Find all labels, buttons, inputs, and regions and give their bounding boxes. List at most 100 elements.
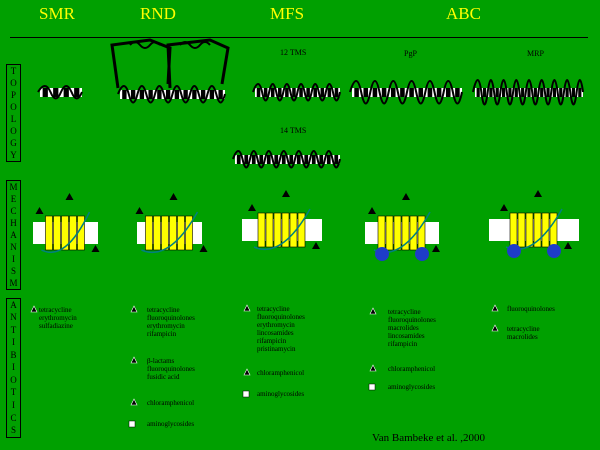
topology-pgp-helix-segment [418, 88, 424, 97]
bullet-triangle [243, 368, 251, 376]
mechanism-smr-helix [53, 215, 61, 251]
topology-rnd-helix-segment [122, 90, 127, 99]
topology-mfs-12tms-helix-segment [292, 88, 296, 97]
topology-rnd-helix-segment [157, 90, 162, 99]
mechanism-mrp-helix [509, 212, 518, 248]
topology-mrp-helix-segment [527, 88, 531, 97]
topology-mrp-helix-segment [533, 88, 537, 97]
topology-mfs-12tms-helix-segment [320, 88, 325, 97]
topology-mrp-backbone [472, 79, 584, 106]
family-mfs-title: MFS [270, 4, 305, 23]
topology-mrp-helix-segment [514, 88, 518, 97]
topology-mrp-helix-segment [546, 88, 550, 97]
mechanism-mrp-helix [525, 212, 534, 248]
row-label-letter: M [9, 181, 18, 192]
rnd-loop-detail [179, 41, 211, 49]
mechanism-rnd-substrate-marker [199, 245, 208, 252]
mechanism-smr-helix [69, 215, 77, 251]
citation-credit: Van Bambeke et al. ,2000 [372, 432, 486, 444]
topology-rnd-helix-segment [209, 90, 215, 99]
topology-mfs-12tms-helix-segment [306, 88, 310, 97]
row-label-letter: C [10, 412, 17, 423]
topology-rnd-helix-segment [200, 90, 206, 99]
topology-pgp-helix-segment [427, 88, 433, 97]
topology-smr-backbone [37, 85, 83, 100]
row-label-letter: I [12, 253, 15, 264]
row-label-letter: O [10, 77, 17, 88]
topology-pgp-helix-segment [363, 88, 369, 97]
row-label-letter: B [10, 349, 17, 360]
topology-mrp-helix-segment [578, 88, 582, 97]
bullet-triangle [243, 304, 251, 312]
mechanism-rnd-helix [185, 215, 193, 251]
mechanism-pgp-helix [393, 215, 402, 251]
mechanism-mfs-helix [265, 212, 274, 248]
mechanism-mfs-efflux-arrow [253, 208, 311, 251]
topology-mrp-helix-segment [482, 88, 487, 97]
rnd-loop-detail [129, 41, 161, 49]
topology-mfs-12tms-helix-segment [334, 88, 339, 97]
label-12-tms: 12 TMS [280, 48, 307, 57]
row-label-letter: N [10, 241, 17, 252]
topology-pgp-helix-segment [436, 88, 442, 97]
mechanism-rnd-helix [169, 215, 177, 251]
topology-mfs-14tms-helix-segment [311, 155, 316, 164]
topology-mfs-14tms-helix-segment [281, 155, 286, 164]
topology-mrp-helix-segment [489, 88, 493, 97]
topology-mfs-14tms-helix-segment [319, 155, 324, 164]
mechanism-smr-substrate-marker [65, 193, 74, 200]
mechanism-pgp-helix [377, 215, 386, 251]
antibiotics-mfs-group-2: chloramphenicol [257, 369, 305, 377]
bullet-square [128, 420, 136, 428]
bullet-triangle [130, 356, 138, 364]
mechanism-mfs-substrate-marker [282, 190, 290, 197]
topology-mfs-12tms-helix-segment [278, 88, 282, 97]
mechanism-rnd-substrate-marker [135, 207, 144, 214]
rnd-periplasmic-loop [166, 38, 230, 89]
mechanism-mfs-substrate-marker [248, 204, 256, 211]
row-label-letter: S [10, 265, 16, 276]
topology-smr-helix-segment [74, 88, 80, 97]
mechanism-mfs-helix [273, 212, 282, 248]
topology-rnd-helix-segment [183, 90, 188, 99]
mechanism-mrp-substrate-marker [500, 204, 508, 211]
family-smr-title: SMR [39, 4, 75, 23]
mechanism-rnd-efflux-arrow [141, 211, 199, 254]
mechanism-smr-helix [45, 215, 53, 251]
mechanism-pgp-helix [385, 215, 394, 251]
topology-pgp-helix-segment [381, 88, 387, 97]
topology-mfs-12tms-backbone [252, 83, 341, 102]
topology-mfs-14tms-helix-segment [334, 155, 339, 164]
topology-smr-helix-segment [63, 88, 69, 97]
mechanism-pgp-helix [401, 215, 410, 251]
topology-mfs-14tms-helix-segment [266, 155, 271, 164]
row-label-letter: E [10, 193, 17, 204]
header-divider [10, 37, 588, 38]
mechanism-smr-substrate-marker [91, 245, 100, 252]
topology-pgp-backbone [349, 80, 463, 105]
mechanism-mfs-helix [281, 212, 290, 248]
row-label-letter: M [9, 277, 18, 288]
antibiotics-smr: tetracycline erythromycin sulfadiazine [39, 306, 77, 330]
topology-mrp-helix-segment [552, 88, 556, 97]
row-label-letter: O [10, 125, 17, 136]
topology-rnd-helix-segment [165, 90, 171, 99]
topology-rnd-backbone [117, 85, 226, 104]
mechanism-mrp-helix [533, 212, 542, 248]
mechanism-rnd-helix [153, 215, 161, 251]
row-label-letter: T [10, 324, 17, 335]
mechanism-pgp-substrate-marker [402, 193, 410, 200]
row-label-letter: I [12, 400, 15, 411]
row-label-letter: T [10, 387, 17, 398]
row-label-letter: A [10, 299, 17, 310]
topology-pgp-helix-segment [400, 88, 405, 97]
antibiotics-rnd-group-2: β-lactams fluoroquinolones fusidic acid [147, 357, 195, 381]
label-pgp: PgP [404, 49, 417, 58]
mechanism-mfs-helix [297, 212, 306, 248]
topology-pgp-helix-segment [390, 88, 396, 97]
topology-mfs-12tms-helix-segment [313, 88, 317, 97]
bullet-triangle [130, 398, 138, 406]
mechanism-mrp-atp-domain [507, 244, 521, 258]
